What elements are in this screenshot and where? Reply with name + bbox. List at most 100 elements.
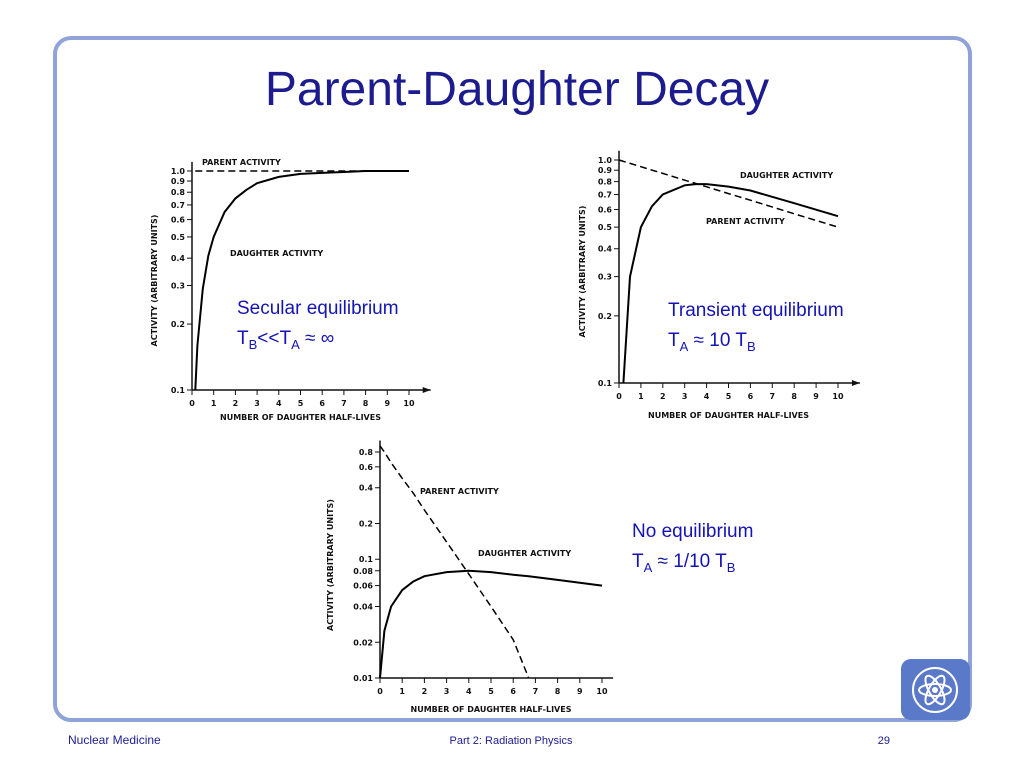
y-axis-label: ACTIVITY (ARBITRARY UNITS) [578,206,587,338]
x-tick-label: 7 [770,392,776,401]
x-tick-label: 2 [660,392,666,401]
annotation-part: ≈ 10 T [688,330,747,351]
y-axis-label: ACTIVITY (ARBITRARY UNITS) [150,215,159,347]
y-tick-label: 0.08 [353,567,373,576]
x-tick-label: 6 [319,399,325,408]
y-tick-label: 0.6 [171,216,186,225]
logo [901,659,970,720]
x-tick-label: 0 [377,687,383,696]
y-tick-label: 0.8 [171,188,186,197]
daughter-line [194,170,409,391]
annotation: Transient equilibrium [668,300,844,321]
annotation: TA ≈ 10 TB [668,330,756,354]
daughter-line [622,183,839,384]
y-tick-label: 0.8 [359,448,374,457]
annotation: TA ≈ 1/10 TB [632,551,735,575]
slide-frame [53,36,972,722]
x-tick-label: 8 [555,687,561,696]
x-tick-label: 1 [211,399,217,408]
x-tick-label: 10 [832,392,844,401]
x-tick-label: 2 [422,687,428,696]
y-tick-label: 0.3 [171,282,185,291]
series-label: PARENT ACTIVITY [706,217,785,226]
series-label: DAUGHTER ACTIVITY [740,171,833,180]
subscript: B [747,339,756,354]
page-number: 29 [878,735,890,747]
footer-left: Nuclear Medicine [68,733,161,747]
slide-title: Parent-Daughter Decay [265,63,769,116]
y-tick-label: 0.7 [598,191,612,200]
x-tick-label: 5 [298,399,304,408]
x-tick-label: 10 [403,399,415,408]
x-tick-label: 1 [399,687,405,696]
x-tick-label: 2 [233,399,239,408]
y-tick-label: 0.2 [171,320,185,329]
chart: 0.1 0.2 0.3 0.4 0.5 0.6 0.7 0.8 0.91.0 0 1 2 3 4 5 6 7 8 9… [150,158,431,422]
parent-line [618,159,839,228]
x-tick-label: 3 [444,687,450,696]
y-tick-label: 0.9 [171,177,186,186]
x-tick-label: 8 [363,399,369,408]
y-tick-label: 0.4 [359,484,374,493]
axis-arrow [851,380,860,386]
y-tick-label: 0.02 [353,638,373,647]
annotation-part: T [632,551,644,572]
x-tick-label: 7 [341,399,347,408]
x-tick-label: 1 [638,392,644,401]
y-tick-label: 0.4 [598,245,613,254]
annotation: No equilibrium [632,521,753,542]
x-axis-label: NUMBER OF DAUGHTER HALF-LIVES [648,411,809,420]
annotation-part: T [668,330,680,351]
y-tick-label: 0.1 [598,379,613,388]
y-tick-label: 0.01 [353,674,373,683]
x-tick-label: 4 [276,399,282,408]
y-tick-label: 0.06 [353,582,373,591]
x-tick-label: 9 [385,399,391,408]
y-tick-label: 0.9 [598,166,613,175]
y-tick-label: 0.2 [598,312,612,321]
chart: 0.01 0.02 0.04 0.06 0.08 0.1 0.2 0.4 0.6 0.8 0 1 2 3 4… [326,440,753,714]
y-tick-label: 0.1 [171,386,186,395]
subscript: A [680,339,689,354]
x-axis-label: NUMBER OF DAUGHTER HALF-LIVES [411,705,572,714]
y-tick-label: 0.5 [598,223,613,232]
x-tick-label: 8 [791,392,797,401]
y-tick-label: 0.7 [171,201,185,210]
annotation-part: <<T [257,328,291,349]
chart: 0.1 0.2 0.3 0.4 0.5 0.6 0.7 0.8 0.91.0 0 1 2 3 4 5 6 7 8 9… [578,150,860,420]
x-tick-label: 7 [533,687,539,696]
series-label: PARENT ACTIVITY [202,158,281,167]
x-tick-label: 4 [466,687,472,696]
x-axis-label: NUMBER OF DAUGHTER HALF-LIVES [220,413,381,422]
y-tick-label: 0.4 [171,254,186,263]
y-tick-label: 0.3 [598,273,612,282]
annotation: TB<<TA ≈ ∞ [237,328,334,352]
y-tick-label: 0.8 [598,178,613,187]
parent-line [379,445,530,679]
x-tick-label: 4 [704,392,710,401]
x-tick-label: 6 [748,392,754,401]
annotation-part: ≈ 1/10 T [652,551,727,572]
x-tick-label: 6 [510,687,516,696]
daughter-line [379,569,603,679]
y-tick-label: 0.6 [359,463,374,472]
annotation: Secular equilibrium [237,298,399,319]
subscript: A [291,337,300,352]
subscript: A [644,560,653,575]
y-tick-label: 1.0 [598,156,613,165]
series-label: DAUGHTER ACTIVITY [478,549,571,558]
footer-center: Part 2: Radiation Physics [450,735,573,747]
annotation-part: T [237,328,249,349]
y-tick-label: 0.1 [359,555,374,564]
annotation-part: ≈ ∞ [300,328,335,349]
y-axis-label: ACTIVITY (ARBITRARY UNITS) [326,499,335,631]
x-tick-label: 10 [596,687,608,696]
x-tick-label: 3 [254,399,260,408]
x-tick-label: 5 [726,392,732,401]
subscript: B [249,337,258,352]
y-tick-label: 1.0 [171,167,186,176]
series-label: PARENT ACTIVITY [420,487,499,496]
x-tick-label: 5 [488,687,494,696]
